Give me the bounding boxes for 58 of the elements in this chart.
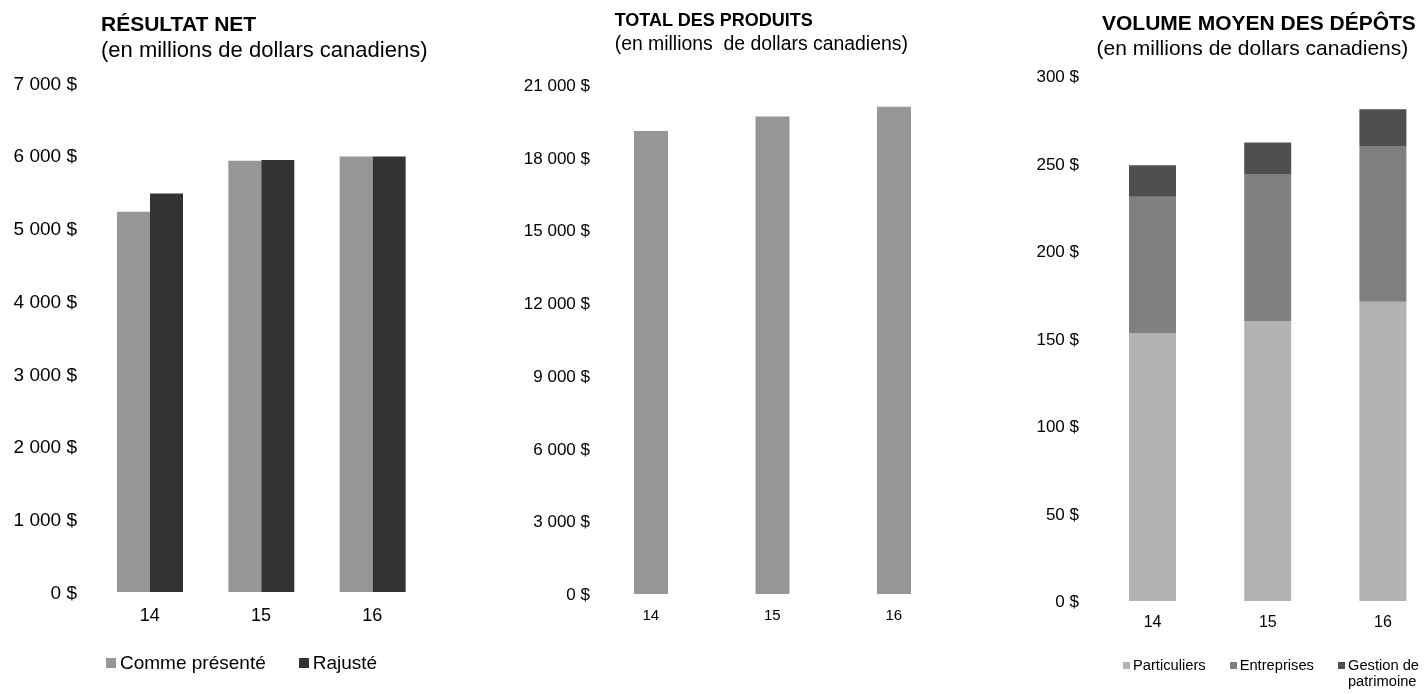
chart-title: VOLUME MOYEN DES DÉPÔTS <box>1102 10 1416 36</box>
y-tick-label: 12 000 $ <box>523 294 591 314</box>
y-tick-label: 150 $ <box>1036 329 1080 349</box>
y-tick-label: 4 000 $ <box>13 290 78 312</box>
bar <box>1244 142 1292 174</box>
y-tick-label: 0 $ <box>50 581 78 603</box>
bar <box>150 193 183 592</box>
y-tick-label: 9 000 $ <box>533 366 591 386</box>
x-tick-label: 14 <box>642 606 660 624</box>
chart-subtitle: (en millions de dollars canadiens) <box>614 31 908 54</box>
legend-label: Comme présenté <box>120 651 266 674</box>
chart-subtitle: (en millions de dollars canadiens) <box>101 36 428 62</box>
y-tick-label: 250 $ <box>1036 154 1080 174</box>
y-tick-label: 100 $ <box>1036 417 1080 437</box>
y-tick-label: 50 $ <box>1045 504 1080 524</box>
x-tick-label: 14 <box>139 605 160 626</box>
bar <box>339 156 373 592</box>
chart-subtitle: (en millions de dollars canadiens) <box>1096 35 1409 60</box>
bar <box>1359 301 1407 601</box>
y-tick-label: 7 000 $ <box>13 72 78 94</box>
y-tick-label: 18 000 $ <box>523 148 591 168</box>
x-tick-label: 16 <box>885 606 903 624</box>
x-tick-label: 14 <box>1143 613 1162 631</box>
x-tick-label: 15 <box>250 605 272 626</box>
y-tick-label: 200 $ <box>1036 242 1080 262</box>
bar <box>1359 109 1407 146</box>
legend-label: Particuliers <box>1133 657 1206 674</box>
bar <box>1359 146 1407 302</box>
y-tick-label: 6 000 $ <box>13 145 78 167</box>
x-tick-label: 15 <box>763 606 781 624</box>
y-tick-label: 6 000 $ <box>533 439 591 459</box>
y-tick-label: 0 $ <box>1055 592 1080 612</box>
x-tick-label: 16 <box>362 605 383 626</box>
legend-label: Rajusté <box>312 651 378 674</box>
y-tick-label: 0 $ <box>566 585 591 605</box>
y-tick-label: 2 000 $ <box>13 436 78 458</box>
bar <box>372 156 406 592</box>
y-tick-label: 15 000 $ <box>523 221 591 241</box>
bar <box>1129 333 1176 601</box>
legend-label: Gestion de patrimoine <box>1347 657 1420 690</box>
bar <box>228 160 262 592</box>
bar <box>1244 174 1292 321</box>
x-tick-label: 15 <box>1258 613 1277 631</box>
y-tick-label: 3 000 $ <box>533 512 591 532</box>
bar <box>261 160 295 592</box>
y-tick-label: 5 000 $ <box>13 218 78 240</box>
legend-label: Entreprises <box>1239 657 1314 674</box>
chart-title: RÉSULTAT NET <box>101 12 257 37</box>
bar <box>1244 321 1292 601</box>
y-tick-label: 1 000 $ <box>13 509 78 531</box>
bar <box>117 211 150 592</box>
y-tick-label: 21 000 $ <box>523 76 591 96</box>
x-tick-label: 16 <box>1374 613 1392 631</box>
bar <box>1129 165 1176 197</box>
y-tick-label: 3 000 $ <box>13 363 78 385</box>
bar <box>1129 196 1176 334</box>
chart-title: TOTAL DES PRODUITS <box>614 10 813 31</box>
y-tick-label: 300 $ <box>1036 67 1080 87</box>
